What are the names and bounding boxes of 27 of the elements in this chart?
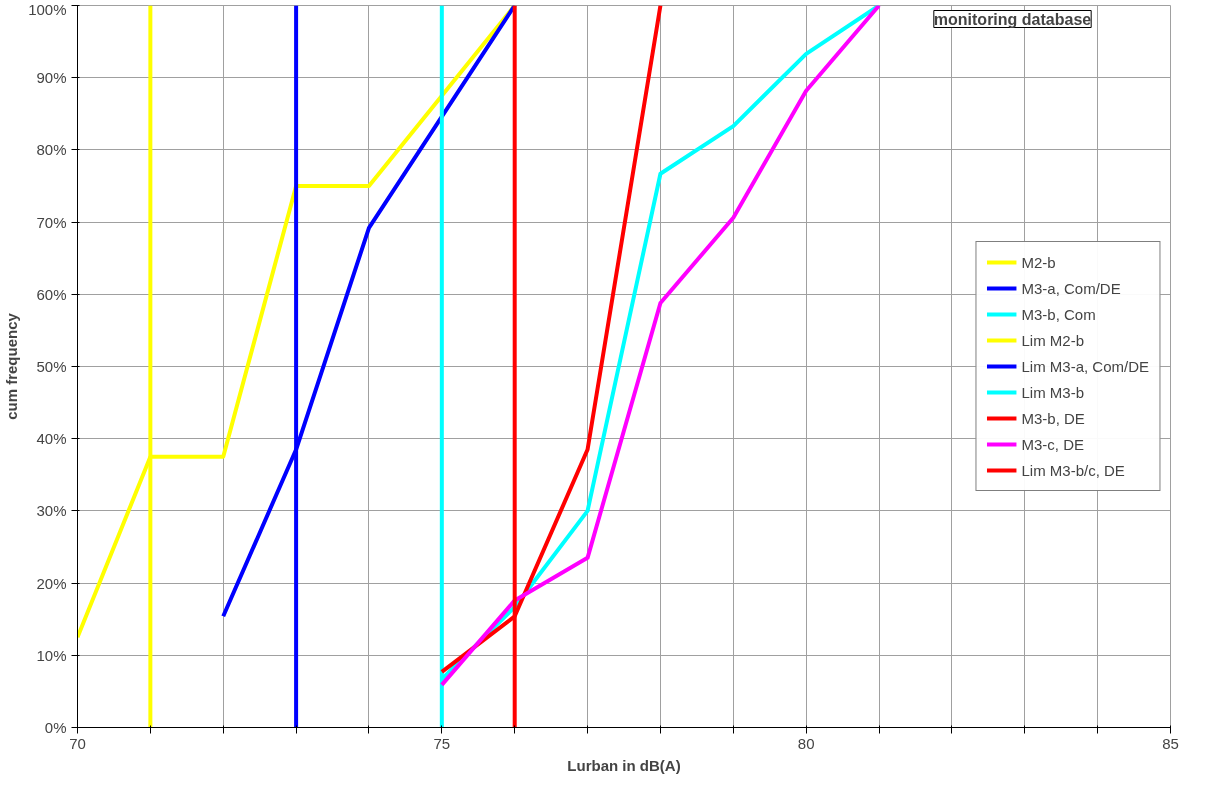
annotation: monitoring database — [933, 10, 1092, 28]
y-tick-label: 50% — [36, 358, 67, 375]
x-tick-label: 75 — [433, 734, 451, 752]
x-tick-label: 85 — [1162, 734, 1179, 752]
legend-label: Lim M3-b — [1021, 383, 1084, 401]
legend-label: M3-c, DE — [1021, 435, 1084, 453]
legend-label: Lim M3-b/c, DE — [1021, 461, 1125, 479]
x-tick-label: 70 — [69, 734, 86, 752]
legend-label: Lim M3-a, Com/DE — [1021, 357, 1149, 375]
x-axis-title: Lurban in dB(A) — [567, 756, 681, 774]
legend-label: M2-b — [1021, 253, 1056, 271]
y-tick-label: 70% — [36, 213, 67, 231]
legend-label: M3-b, DE — [1021, 409, 1085, 427]
y-tick-label: 20% — [36, 574, 67, 592]
legend-label: M3-b, Com — [1021, 305, 1096, 323]
y-tick-label: 80% — [36, 141, 67, 159]
y-tick-label: 30% — [36, 502, 67, 520]
y-tick-label: 90% — [36, 69, 67, 87]
legend-label: Lim M2-b — [1021, 331, 1084, 349]
y-tick-label: 10% — [36, 646, 67, 664]
y-tick-label: 0% — [44, 719, 67, 736]
y-tick-label: 60% — [36, 285, 67, 303]
y-tick-label: 40% — [36, 430, 67, 448]
legend-label: M3-a, Com/DE — [1021, 279, 1121, 297]
y-tick-label: 100% — [28, 0, 67, 18]
x-tick-label: 80 — [797, 734, 815, 752]
y-axis-title: cum frequency — [3, 312, 21, 420]
